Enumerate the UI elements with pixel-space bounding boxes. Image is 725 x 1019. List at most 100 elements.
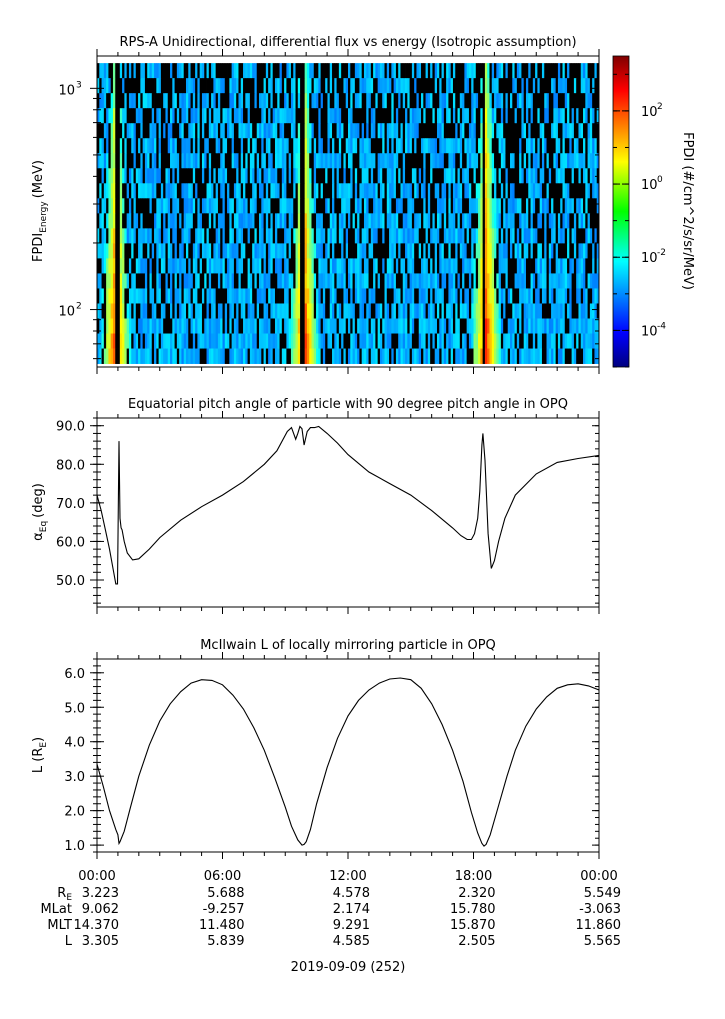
heatmap-cell bbox=[350, 318, 353, 334]
heatmap-cell bbox=[217, 273, 221, 289]
heatmap-cell bbox=[443, 138, 447, 154]
heatmap-cell bbox=[138, 183, 141, 199]
heatmap-cell bbox=[578, 288, 582, 304]
heatmap-cell bbox=[576, 108, 579, 124]
heatmap-cell bbox=[532, 318, 536, 334]
heatmap-cell bbox=[564, 108, 568, 124]
heatmap-cell bbox=[505, 273, 509, 289]
heatmap-cell bbox=[436, 183, 440, 199]
heatmap-cell bbox=[384, 258, 388, 274]
heatmap-cell bbox=[361, 93, 365, 109]
heatmap-cell bbox=[587, 228, 591, 244]
heatmap-cell bbox=[530, 63, 534, 79]
heatmap-cell bbox=[557, 123, 561, 139]
heatmap-cell bbox=[147, 243, 150, 259]
heatmap-cell bbox=[158, 213, 162, 229]
heatmap-cell bbox=[348, 258, 351, 274]
heatmap-cell bbox=[236, 348, 239, 364]
heatmap-cell bbox=[434, 123, 438, 139]
heatmap-cell bbox=[227, 318, 230, 334]
heatmap-cell bbox=[327, 273, 331, 289]
heatmap-cell bbox=[156, 198, 160, 214]
heatmap-cell bbox=[140, 243, 144, 259]
heatmap-cell bbox=[201, 93, 205, 109]
heatmap-cell bbox=[464, 198, 468, 214]
heatmap-cell bbox=[293, 138, 296, 154]
heatmap-cell bbox=[115, 348, 118, 364]
heatmap-cell bbox=[443, 213, 447, 229]
heatmap-cell bbox=[208, 138, 212, 154]
heatmap-cell bbox=[297, 273, 301, 289]
heatmap-cell bbox=[295, 153, 299, 169]
heatmap-cell bbox=[227, 168, 230, 184]
heatmap-cell bbox=[172, 318, 175, 334]
heatmap-cell bbox=[247, 63, 251, 79]
heatmap-cell bbox=[263, 348, 267, 364]
heatmap-cell bbox=[573, 63, 577, 79]
heatmap-cell bbox=[158, 63, 162, 79]
heatmap-cell bbox=[386, 288, 390, 304]
heatmap-cell bbox=[555, 288, 559, 304]
heatmap-cell bbox=[281, 183, 285, 199]
heatmap-cell bbox=[213, 138, 217, 154]
heatmap-cell bbox=[546, 318, 550, 334]
heatmap-cell bbox=[480, 288, 484, 304]
heatmap-cell bbox=[462, 93, 465, 109]
heatmap-cell bbox=[103, 318, 107, 334]
heatmap-cell bbox=[557, 213, 561, 229]
heatmap-cell bbox=[188, 303, 191, 319]
heatmap-cell bbox=[181, 348, 185, 364]
heatmap-cell bbox=[284, 318, 287, 334]
heatmap-cell bbox=[541, 243, 545, 259]
heatmap-cell bbox=[462, 243, 465, 259]
heatmap-cell bbox=[325, 168, 328, 184]
heatmap-cell bbox=[252, 108, 255, 124]
heatmap-cell bbox=[421, 168, 424, 184]
heatmap-cell bbox=[99, 333, 102, 349]
heatmap-cell bbox=[386, 123, 390, 139]
heatmap-cell bbox=[512, 228, 515, 244]
heatmap-cell bbox=[254, 303, 258, 319]
heatmap-cell bbox=[176, 183, 180, 199]
heatmap-cell bbox=[163, 168, 166, 184]
heatmap-cell bbox=[571, 348, 575, 364]
heatmap-cell bbox=[587, 258, 591, 274]
heatmap-cell bbox=[167, 348, 171, 364]
heatmap-cell bbox=[510, 213, 513, 229]
heatmap-cell bbox=[375, 138, 379, 154]
heatmap-cell bbox=[160, 213, 164, 229]
heatmap-cell bbox=[117, 213, 121, 229]
heatmap-cell bbox=[562, 333, 566, 349]
heatmap-cell bbox=[487, 78, 490, 94]
heatmap-cell bbox=[110, 168, 114, 184]
heatmap-cell bbox=[97, 198, 100, 214]
heatmap-cell bbox=[224, 198, 228, 214]
heatmap-cell bbox=[204, 168, 207, 184]
heatmap-cell bbox=[320, 273, 324, 289]
heatmap-cell bbox=[131, 273, 134, 289]
heatmap-cell bbox=[295, 108, 299, 124]
heatmap-cell bbox=[199, 93, 203, 109]
heatmap-cell bbox=[354, 153, 358, 169]
heatmap-cell bbox=[546, 108, 550, 124]
heatmap-cell bbox=[174, 123, 178, 139]
heatmap-cell bbox=[441, 153, 445, 169]
heatmap-cell bbox=[174, 108, 178, 124]
heatmap-cell bbox=[265, 138, 269, 154]
heatmap-cell bbox=[430, 153, 433, 169]
heatmap-cell bbox=[496, 243, 499, 259]
heatmap-cell bbox=[567, 273, 570, 289]
heatmap-cell bbox=[201, 198, 205, 214]
heatmap-cell bbox=[206, 108, 210, 124]
heatmap-cell bbox=[510, 243, 513, 259]
heatmap-cell bbox=[430, 168, 433, 184]
heatmap-cell bbox=[384, 333, 388, 349]
y-tick-label: 4.0 bbox=[64, 736, 85, 751]
heatmap-cell bbox=[505, 333, 509, 349]
heatmap-cell bbox=[325, 258, 328, 274]
heatmap-cell bbox=[596, 273, 599, 289]
heatmap-cell bbox=[484, 108, 488, 124]
heatmap-cell bbox=[345, 93, 349, 109]
heatmap-cell bbox=[498, 108, 502, 124]
heatmap-cell bbox=[124, 198, 128, 214]
